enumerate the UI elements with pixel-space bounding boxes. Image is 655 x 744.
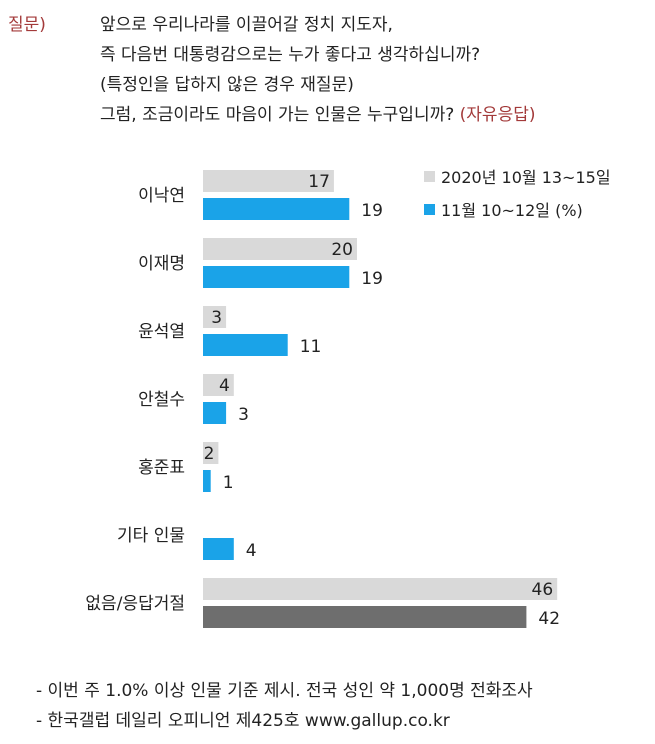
data-label-series-2: 4	[246, 541, 257, 561]
legend-label-series-2: 11월 10~12일 (%)	[441, 201, 583, 220]
legend-swatch-series-2	[424, 204, 435, 215]
data-label-series-1: 3	[211, 308, 222, 328]
bar-series-1	[203, 578, 558, 600]
data-label-series-2: 19	[361, 201, 383, 221]
question-line-2: 즉 다음번 대통령감으로는 누가 좋다고 생각하십니까?	[100, 45, 481, 65]
question-line-3: (특정인을 답하지 않은 경우 재질문)	[100, 75, 354, 95]
data-label-series-1: 46	[532, 580, 554, 600]
question-label: 질문)	[8, 15, 46, 35]
data-label-series-1: 17	[308, 172, 330, 192]
data-label-series-2: 19	[361, 269, 383, 289]
bar-series-2	[203, 198, 350, 220]
bar-series-1	[203, 374, 234, 396]
bar-series-2	[203, 538, 234, 560]
question-text: 앞으로 우리나라를 이끌어갈 정치 지도자, 즉 다음번 대통령감으로는 누가 …	[100, 10, 535, 130]
bar-series-1	[203, 306, 227, 328]
data-label-series-2: 42	[538, 609, 560, 629]
data-label-series-2: 1	[223, 473, 234, 493]
bar-series-1	[203, 442, 219, 464]
bar-series-2	[203, 334, 288, 356]
bar-series-2	[203, 266, 350, 288]
bar-series-1	[203, 238, 357, 260]
legend-label-series-1: 2020년 10월 13~15일	[441, 168, 611, 187]
bar-series-1	[203, 170, 334, 192]
category-label: 기타 인물	[117, 526, 185, 546]
category-label: 홍준표	[138, 458, 185, 478]
legend-swatch-series-1	[424, 171, 435, 182]
question-tag: (자유응답)	[459, 105, 536, 125]
bar-series-2	[203, 402, 227, 424]
question-line-4-text: 그럼, 조금이라도 마음이 가는 인물은 누구입니까?	[100, 105, 455, 125]
bar-series-2	[203, 606, 527, 628]
question-line-1: 앞으로 우리나라를 이끌어갈 정치 지도자,	[100, 15, 393, 35]
data-label-series-2: 11	[300, 337, 322, 357]
category-label: 윤석열	[138, 322, 185, 342]
footnote-1: - 이번 주 1.0% 이상 인물 기준 제시. 전국 성인 약 1,000명 …	[36, 681, 533, 701]
footnote-2: - 한국갤럽 데일리 오피니언 제425호 www.gallup.co.kr	[36, 711, 450, 731]
data-label-series-1: 2	[204, 444, 215, 464]
data-label-series-1: 20	[331, 240, 353, 260]
category-label: 없음/응답거절	[85, 594, 185, 614]
data-label-series-1: 4	[219, 376, 230, 396]
bar-series-2	[203, 470, 211, 492]
question-line-4: 그럼, 조금이라도 마음이 가는 인물은 누구입니까? (자유응답)	[100, 100, 535, 130]
category-label: 이낙연	[138, 186, 185, 206]
category-label: 안철수	[138, 390, 185, 410]
data-label-series-2: 3	[238, 405, 249, 425]
category-label: 이재명	[138, 254, 185, 274]
